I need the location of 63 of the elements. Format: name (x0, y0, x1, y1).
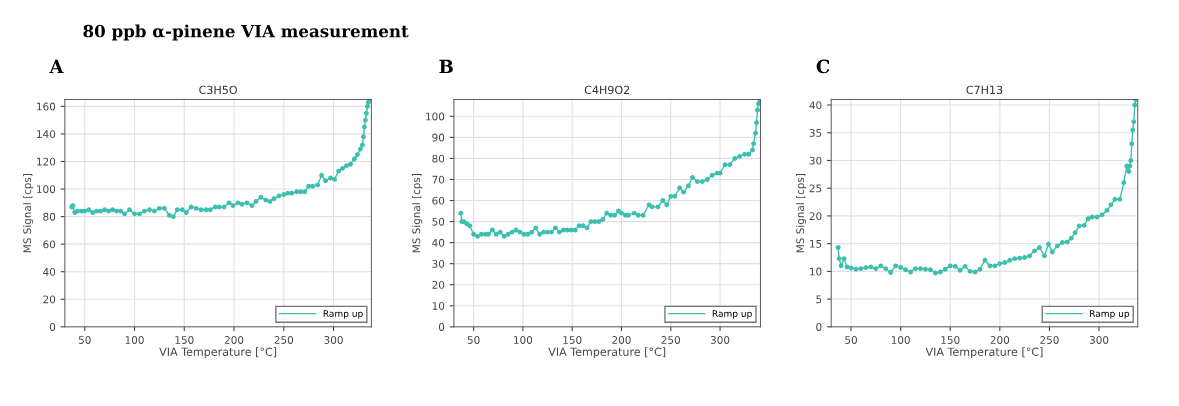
y-tick-label: 15 (810, 240, 822, 248)
text: B (439, 59, 453, 73)
x-tick-label: 200 (224, 336, 244, 344)
y-tick-label: 40 (43, 267, 56, 276)
y-tick-label: 100 (426, 112, 445, 121)
y-tick-label: 30 (809, 156, 822, 165)
y-axis-title: MS Signal [cps] (23, 173, 34, 253)
y-tick-label: 20 (43, 295, 56, 304)
x-tick-label: 300 (710, 336, 730, 344)
y-tick-label: 100 (37, 185, 56, 194)
y-tick-label: 0 (49, 323, 56, 331)
x-tick-label: 300 (324, 336, 343, 344)
x-axis-title: VIA Temperature [°C] (548, 347, 666, 359)
legend-label: Ramp up (323, 310, 363, 319)
x-axis-title: VIA Temperature [°C] (159, 347, 277, 359)
legend-label: Ramp up (712, 310, 752, 319)
text: A (49, 59, 64, 73)
y-tick-label: 70 (432, 175, 445, 184)
y-tick-label: 140 (37, 130, 56, 139)
y-tick-label: 60 (43, 240, 56, 249)
x-tick-label: 200 (612, 336, 631, 344)
x-tick-label: 50 (78, 336, 91, 344)
chart-title: C3H5O (199, 85, 237, 95)
y-tick-label: 35 (809, 128, 822, 137)
y-tick-label: 0 (816, 323, 822, 331)
y-tick-label: 60 (432, 196, 445, 205)
y-tick-label: 50 (432, 217, 445, 226)
legend-label: Ramp up (1090, 310, 1130, 319)
x-tick-label: 250 (274, 336, 294, 344)
x-tick-label: 200 (990, 336, 1010, 344)
y-tick-label: 0 (438, 323, 445, 331)
y-tick-label: 40 (809, 101, 822, 110)
chart-title: C4H9O2 (584, 85, 630, 95)
x-tick-label: 300 (1089, 336, 1109, 344)
text: 80 ppb α-pinene VIA measurement (83, 24, 409, 41)
x-tick-label: 250 (661, 336, 681, 344)
y-tick-label: 5 (816, 295, 822, 304)
x-axis-title: VIA Temperature [°C] (925, 347, 1043, 359)
y-tick-label: 160 (37, 102, 56, 111)
x-tick-label: 50 (467, 336, 480, 344)
y-tick-label: 120 (37, 157, 56, 166)
y-tick-label: 40 (432, 238, 445, 247)
x-tick-label: 50 (845, 336, 857, 344)
y-tick-label: 10 (810, 267, 822, 276)
y-tick-label: 80 (43, 212, 56, 221)
x-tick-label: 150 (563, 336, 582, 344)
x-tick-label: 100 (514, 336, 533, 344)
x-tick-label: 100 (125, 336, 144, 344)
y-tick-label: 20 (432, 280, 445, 289)
x-tick-label: 150 (175, 336, 194, 344)
y-axis-title: MS Signal [cps] (796, 173, 807, 253)
x-tick-label: 150 (941, 336, 960, 344)
y-tick-label: 20 (809, 212, 822, 221)
y-tick-label: 30 (432, 259, 445, 268)
y-tick-label: 25 (809, 184, 822, 193)
chart-title: C7H13 (966, 85, 1003, 95)
x-tick-label: 100 (891, 336, 910, 344)
x-tick-label: 250 (1040, 336, 1059, 344)
y-tick-label: 10 (432, 302, 445, 310)
text: C (816, 59, 830, 74)
y-axis-title: MS Signal [cps] (412, 173, 423, 253)
y-tick-label: 90 (432, 133, 445, 142)
y-tick-label: 80 (432, 154, 445, 163)
